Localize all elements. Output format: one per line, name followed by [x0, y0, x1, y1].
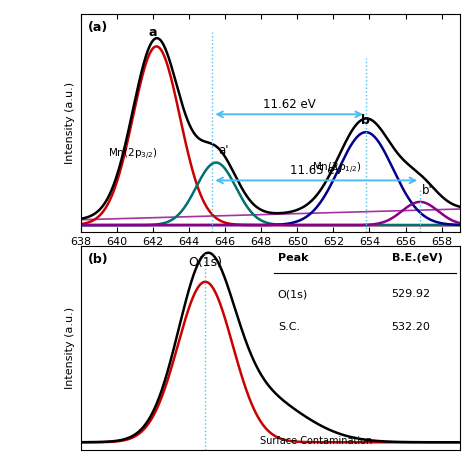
Text: Mn(2p$_{1/2}$): Mn(2p$_{1/2}$): [312, 161, 361, 176]
Y-axis label: Intensity (a.u.): Intensity (a.u.): [65, 307, 75, 390]
Text: a: a: [148, 26, 157, 39]
Text: S.C.: S.C.: [278, 322, 300, 332]
Text: 529.92: 529.92: [392, 289, 431, 299]
Text: Mn(2p$_{3/2}$): Mn(2p$_{3/2}$): [108, 147, 157, 162]
Text: Peak: Peak: [278, 253, 308, 263]
Text: O(1s): O(1s): [188, 256, 222, 269]
Text: O(1s): O(1s): [278, 289, 308, 299]
Text: a': a': [218, 144, 228, 157]
Text: Surface Contamination: Surface Contamination: [260, 436, 372, 446]
Text: (b): (b): [88, 253, 109, 265]
Text: B.E.(eV): B.E.(eV): [392, 253, 442, 263]
Text: 532.20: 532.20: [392, 322, 430, 332]
Text: 11.65 eV: 11.65 eV: [290, 164, 343, 177]
Text: 11.62 eV: 11.62 eV: [263, 98, 316, 111]
Y-axis label: Intensity (a.u.): Intensity (a.u.): [65, 82, 75, 164]
Text: (a): (a): [88, 21, 109, 34]
X-axis label: Binding energy (eV): Binding energy (eV): [200, 253, 341, 265]
Text: b: b: [362, 114, 370, 127]
Text: b': b': [422, 183, 433, 197]
